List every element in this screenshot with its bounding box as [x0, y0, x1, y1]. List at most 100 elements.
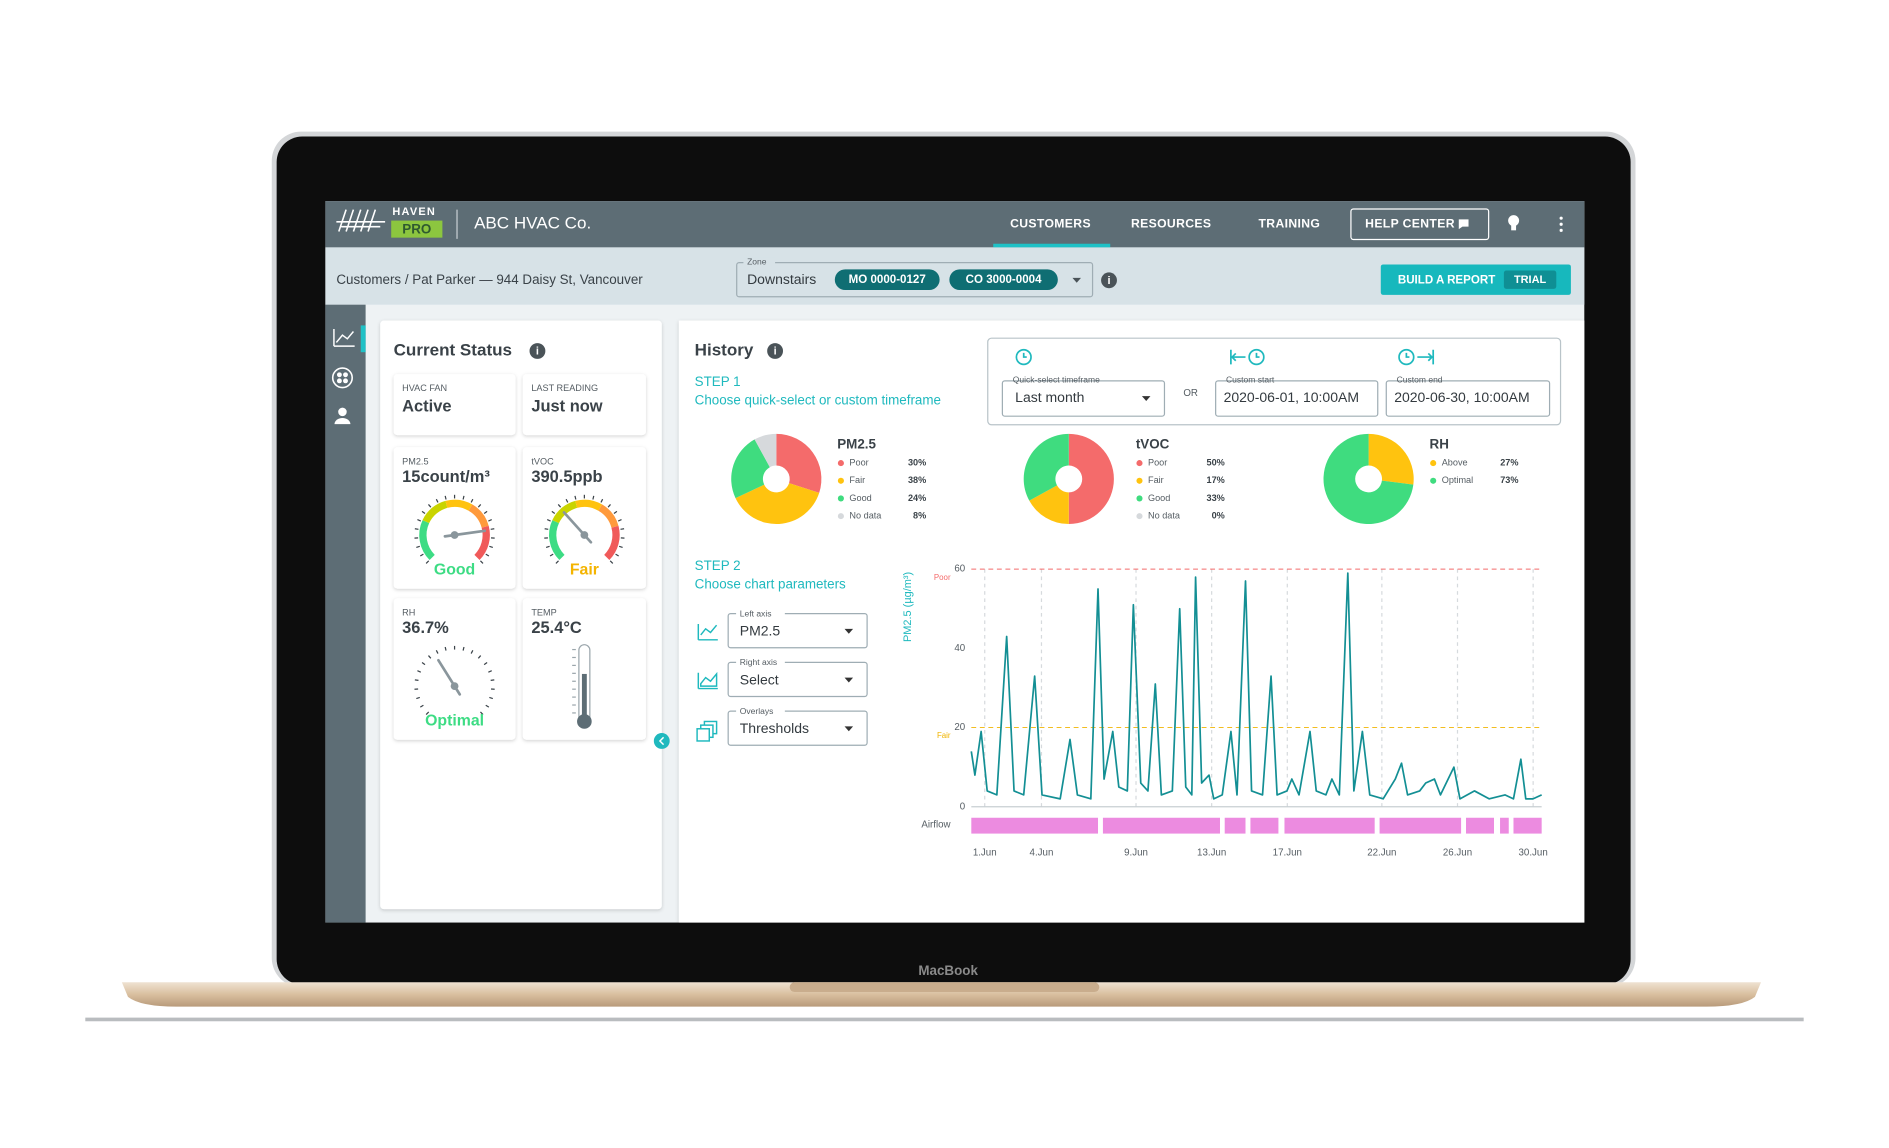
- custom-start-field[interactable]: [1215, 380, 1379, 417]
- trial-label: TRIAL: [1514, 274, 1547, 286]
- card-label: RH: [402, 607, 415, 617]
- legend-label: Optimal: [1442, 475, 1473, 485]
- gauge-tick: [427, 504, 432, 508]
- legend-label: Fair: [1148, 475, 1164, 485]
- gauge-tick: [557, 504, 562, 508]
- pie-slice: [735, 483, 820, 525]
- gauge-tick: [414, 528, 419, 530]
- pie-slice: [754, 433, 777, 468]
- legend-label: No data: [1148, 511, 1181, 521]
- card-value: 25.4°C: [531, 619, 582, 637]
- airflow-segment: [1224, 817, 1246, 834]
- gauge-tick: [462, 646, 465, 651]
- param-label-bg: [736, 609, 785, 618]
- help-label: HELP CENTER: [1365, 216, 1455, 230]
- gauge-tick: [470, 650, 474, 654]
- legend-label: Poor: [849, 458, 868, 468]
- history-nav-icon[interactable]: [333, 329, 355, 347]
- card-value: 390.5ppb: [531, 468, 602, 486]
- airflow-segment: [971, 817, 1099, 834]
- dropdown-caret: [844, 628, 854, 634]
- gauge-tick: [600, 498, 604, 503]
- gauge-tick: [414, 679, 419, 682]
- info-icon[interactable]: [767, 343, 784, 359]
- right-axis-icon: [697, 671, 718, 690]
- help-button[interactable]: [1350, 208, 1490, 241]
- card-status: Fair: [570, 562, 599, 579]
- info-glyph: i: [536, 345, 539, 357]
- param-label-bg: [736, 658, 785, 667]
- collapse-glyph: [658, 736, 665, 746]
- quick-select-field[interactable]: [1001, 380, 1166, 417]
- param-label-bg: [736, 706, 785, 716]
- y-tick-label: 40: [954, 643, 965, 654]
- gauge-band: [468, 504, 489, 528]
- legend-label: Above: [1442, 458, 1468, 468]
- card-label: PM2.5: [402, 456, 428, 466]
- menu-icon[interactable]: [1559, 216, 1563, 232]
- x-tick-label: 26.Jun: [1443, 848, 1472, 859]
- nav-link[interactable]: CUSTOMERS: [1010, 216, 1091, 230]
- zone-select[interactable]: [736, 262, 1094, 298]
- step-text: Choose chart parameters: [695, 577, 846, 592]
- bulb-icon[interactable]: [1508, 215, 1520, 231]
- field-value: Last month: [1015, 389, 1084, 405]
- info-icon[interactable]: [1101, 272, 1117, 289]
- x-tick-label: 1.Jun: [973, 848, 997, 859]
- devices-nav-icon[interactable]: [331, 367, 353, 389]
- legend-value: 50%: [1207, 458, 1225, 468]
- trial-badge: [1503, 270, 1557, 289]
- param-select[interactable]: [727, 661, 868, 698]
- overlays-icon: [696, 720, 718, 742]
- gauge-tick: [485, 704, 490, 708]
- field-label: Quick-select timeframe: [1013, 374, 1100, 384]
- pie-slice: [1323, 433, 1414, 525]
- gauge-tick: [489, 696, 494, 700]
- gauge-tick: [551, 510, 556, 515]
- dropdown-caret: [844, 677, 854, 683]
- legend-swatch: [837, 513, 844, 520]
- gauge-tick: [490, 528, 495, 530]
- card-value: 15count/m³: [402, 468, 490, 486]
- info-icon[interactable]: [529, 343, 546, 359]
- legend-swatch: [1430, 477, 1437, 484]
- gauge-tick: [417, 670, 422, 673]
- device-chip[interactable]: [949, 269, 1058, 291]
- airflow-label: Airflow: [921, 820, 951, 831]
- pie-slice: [776, 433, 822, 493]
- gauge-tick: [462, 495, 465, 500]
- device-chip-label: CO 3000-0004: [966, 274, 1042, 286]
- profile-nav-icon[interactable]: [334, 407, 351, 425]
- step-text: Choose quick-select or custom timeframe: [695, 392, 941, 407]
- airflow-segment: [1466, 817, 1495, 834]
- threshold-label: Poor: [934, 573, 951, 582]
- nav-link[interactable]: RESOURCES: [1131, 216, 1211, 230]
- brand-bottom: PRO: [402, 221, 431, 236]
- gauge-hub: [450, 682, 459, 691]
- dropdown-caret: [1072, 277, 1081, 283]
- gauge-tick: [549, 553, 554, 557]
- panel-title: History: [695, 340, 754, 359]
- brand-badge: [391, 220, 443, 238]
- laptop-label: MacBook: [918, 963, 978, 978]
- gauge-tick: [477, 655, 482, 659]
- build-report-label: BUILD A REPORT: [1398, 274, 1495, 286]
- card-value: Active: [402, 397, 451, 415]
- gauge-tick: [555, 560, 559, 564]
- x-tick-label: 30.Jun: [1519, 848, 1548, 859]
- status-card: [522, 374, 646, 436]
- gauge-tick: [617, 519, 622, 522]
- custom-end-field[interactable]: [1385, 380, 1551, 417]
- gauge-tick: [416, 545, 420, 549]
- param-value: Select: [740, 671, 779, 687]
- breadcrumb[interactable]: Customers / Pat Parker — 944 Daisy St, V…: [336, 272, 643, 287]
- param-select[interactable]: [727, 613, 868, 649]
- legend-swatch: [837, 460, 844, 467]
- gauge-tick: [477, 504, 482, 508]
- collapse-button[interactable]: [653, 733, 670, 749]
- param-select[interactable]: [727, 710, 868, 746]
- device-chip[interactable]: [834, 269, 940, 291]
- gauge-band: [445, 499, 473, 511]
- gauge-tick: [489, 545, 494, 549]
- nav-link[interactable]: TRAINING: [1259, 216, 1321, 230]
